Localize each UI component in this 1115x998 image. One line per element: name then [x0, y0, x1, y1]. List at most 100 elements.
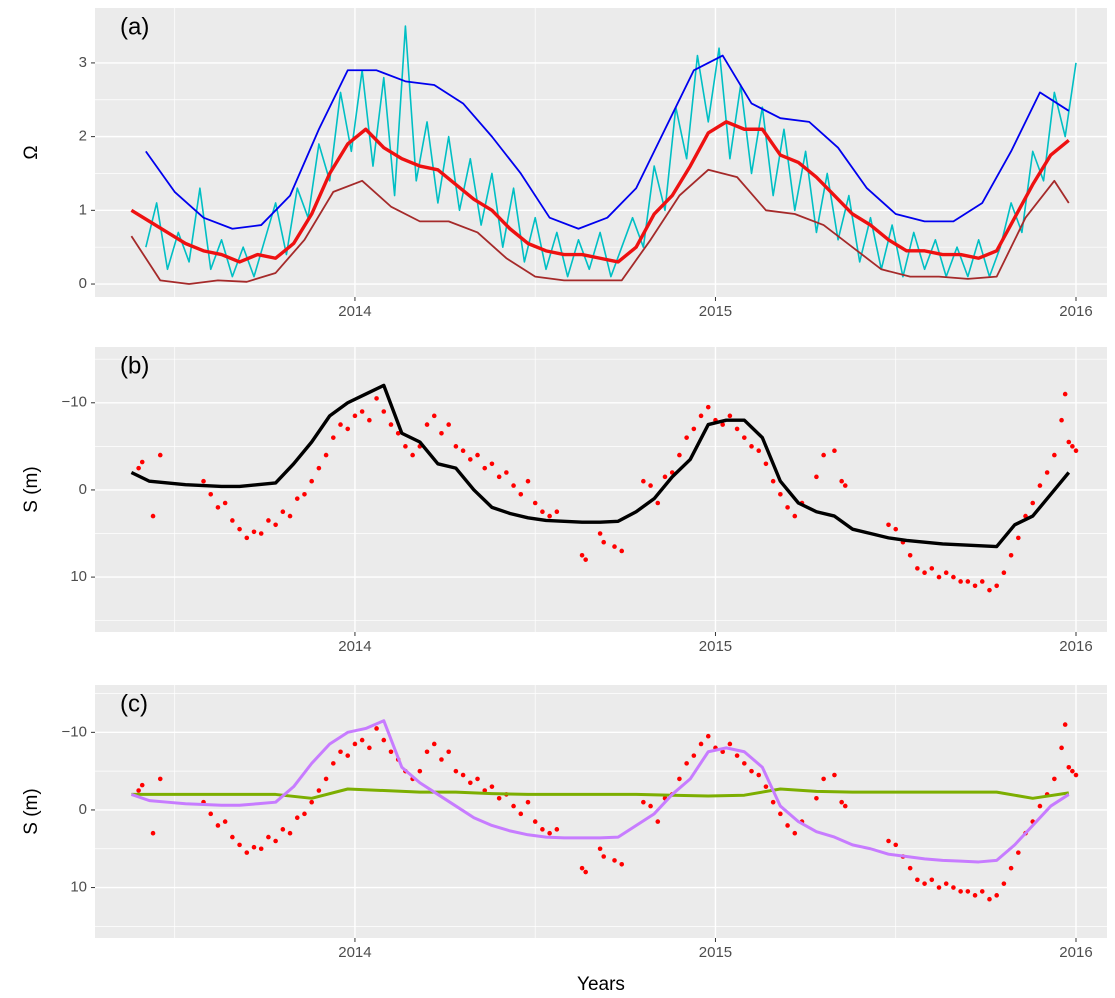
data-point — [929, 877, 935, 883]
data-point — [1030, 500, 1036, 506]
data-point — [540, 509, 545, 515]
data-point — [554, 827, 560, 832]
data-point — [691, 426, 697, 432]
x-tick-label: 2014 — [338, 638, 371, 655]
data-point — [785, 505, 790, 510]
data-point — [287, 830, 293, 836]
data-point — [475, 776, 480, 782]
data-point — [273, 522, 278, 528]
data-point — [208, 491, 214, 497]
data-point — [316, 465, 322, 471]
data-point — [525, 478, 531, 484]
data-point — [893, 526, 899, 532]
data-point — [720, 422, 725, 427]
data-point — [814, 474, 819, 480]
data-point — [302, 491, 307, 497]
data-point — [431, 741, 437, 747]
data-point — [1073, 772, 1079, 778]
x-tick-label: 2014 — [338, 303, 371, 320]
data-point — [648, 483, 653, 488]
data-point — [839, 478, 844, 484]
data-point — [222, 819, 228, 824]
data-point — [1001, 570, 1007, 576]
data-point — [929, 566, 935, 571]
y-tick-label: 0 — [79, 275, 87, 292]
data-point — [468, 457, 473, 462]
data-point — [597, 531, 603, 536]
data-point — [727, 741, 733, 747]
data-point — [1070, 444, 1075, 449]
data-point — [367, 417, 372, 423]
data-point — [547, 830, 552, 836]
data-point — [705, 404, 711, 410]
data-point — [150, 513, 156, 519]
x-axis-label: Years — [577, 974, 625, 995]
data-point — [648, 803, 653, 809]
data-point — [525, 799, 531, 805]
data-point — [496, 474, 502, 480]
data-point — [475, 452, 480, 458]
data-point — [345, 426, 351, 432]
data-point — [460, 772, 466, 778]
data-point — [972, 893, 978, 898]
data-point — [698, 741, 704, 747]
data-point — [208, 811, 214, 817]
data-point — [1062, 722, 1068, 727]
y-tick-label: −10 — [62, 394, 87, 411]
data-point — [532, 819, 538, 824]
data-point — [280, 509, 286, 515]
data-point — [742, 435, 747, 440]
data-point — [352, 413, 358, 419]
data-point — [756, 772, 762, 778]
data-point — [792, 830, 798, 836]
data-point — [453, 768, 459, 774]
data-point — [157, 776, 163, 782]
data-point — [1052, 776, 1057, 782]
data-point — [136, 465, 141, 471]
data-point — [417, 768, 423, 774]
panel-tag: (b) — [120, 352, 149, 379]
data-point — [893, 842, 899, 848]
data-point — [601, 539, 607, 545]
y-tick-label: 0 — [79, 801, 87, 818]
data-point — [439, 757, 444, 762]
data-point — [258, 531, 264, 536]
data-point — [907, 553, 913, 558]
data-point — [547, 513, 552, 519]
data-point — [446, 422, 451, 427]
data-point — [727, 413, 733, 419]
data-point — [907, 865, 913, 871]
data-point — [309, 799, 314, 805]
data-point — [496, 796, 502, 801]
data-point — [742, 761, 747, 766]
data-point — [453, 444, 459, 449]
data-point — [323, 452, 329, 458]
data-point — [215, 823, 221, 828]
data-point — [1066, 439, 1072, 445]
data-point — [677, 776, 682, 782]
data-point — [230, 834, 235, 840]
data-point — [139, 459, 145, 465]
y-tick-label: 10 — [70, 568, 87, 585]
data-point — [309, 478, 314, 484]
data-point — [280, 827, 286, 832]
data-point — [532, 500, 538, 506]
data-point — [540, 827, 545, 832]
data-point — [915, 566, 920, 571]
data-point — [839, 799, 844, 805]
data-point — [460, 448, 466, 454]
data-point — [1044, 470, 1050, 475]
data-point — [1001, 881, 1007, 886]
data-line — [130, 383, 1071, 549]
data-point — [482, 788, 488, 793]
data-point — [431, 413, 437, 419]
data-point — [323, 776, 329, 782]
data-point — [302, 811, 307, 817]
data-point — [734, 426, 740, 432]
data-point — [266, 518, 271, 523]
data-point — [972, 583, 978, 589]
data-point — [770, 799, 776, 805]
x-tick-label: 2016 — [1059, 638, 1092, 655]
data-point — [770, 478, 776, 484]
